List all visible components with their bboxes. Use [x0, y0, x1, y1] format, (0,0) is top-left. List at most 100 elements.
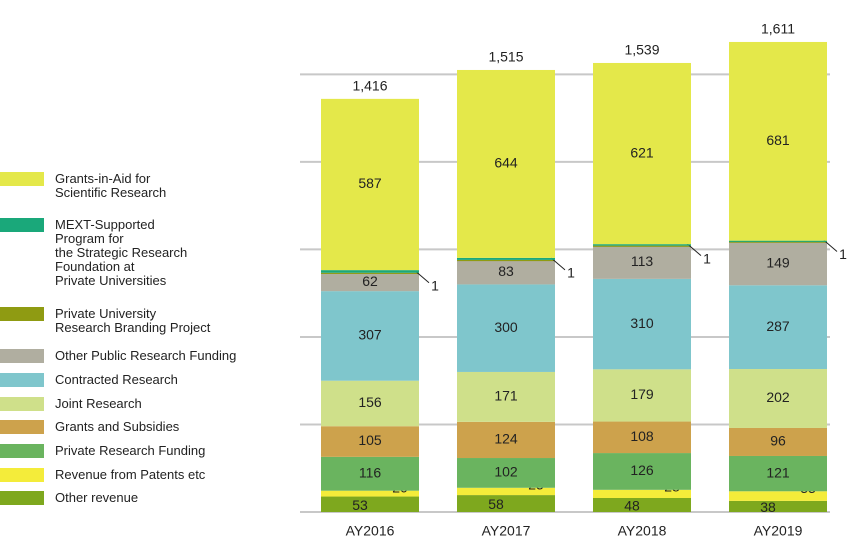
data-label: 681: [766, 132, 790, 148]
data-label: 156: [358, 394, 382, 410]
bar-segment: [457, 69, 555, 258]
data-label: 58: [488, 496, 504, 512]
data-label: 287: [766, 318, 790, 334]
bar-segment: [321, 273, 419, 292]
legend-swatch: [0, 373, 44, 387]
data-label: 179: [630, 386, 654, 402]
bar-segment: [457, 495, 555, 512]
bar-segment: [729, 285, 827, 370]
legend-swatch: [0, 444, 44, 458]
legend-item: Private Research Funding: [0, 444, 205, 458]
bar-segment: [729, 241, 827, 243]
bar-segment: [729, 500, 827, 512]
data-label: 300: [494, 319, 518, 335]
bar-segment: [593, 489, 691, 498]
bar-segment: [729, 41, 827, 241]
data-label: 53: [352, 497, 368, 513]
bar-segment: [729, 240, 827, 242]
data-label: 149: [766, 254, 790, 270]
legend-item: Other Public Research Funding: [0, 349, 236, 363]
data-label: 587: [358, 175, 382, 191]
bar-segment: [729, 369, 827, 428]
data-label: 113: [631, 253, 654, 269]
bar-segment: [321, 426, 419, 457]
legend-item: Joint Research: [0, 397, 142, 411]
total-label: 1,611: [761, 21, 795, 37]
data-label: 1: [703, 250, 711, 266]
data-label: 102: [494, 464, 518, 480]
bar-segment: [457, 259, 555, 262]
data-label: 1: [431, 277, 439, 293]
data-label: 307: [358, 327, 382, 343]
legend-item: Other revenue: [0, 491, 138, 505]
bar-segment: [457, 257, 555, 260]
bar-segment: [729, 491, 827, 501]
data-label: 202: [766, 389, 790, 405]
x-tick-label: AY2016: [346, 523, 395, 539]
bar-segment: [593, 497, 691, 512]
legend-swatch: [0, 420, 44, 434]
bar-segment: [321, 291, 419, 381]
legend-swatch: [0, 491, 44, 505]
data-label: 38: [760, 499, 776, 515]
bar-segment: [321, 98, 419, 271]
legend-item: Grants-in-Aid for Scientific Research: [0, 172, 166, 200]
data-label: 621: [630, 144, 654, 160]
data-label: 83: [498, 263, 514, 279]
data-label: 116: [359, 464, 382, 480]
legend-label: Grants and Subsidies: [55, 419, 180, 434]
x-tick-label: AY2017: [482, 523, 531, 539]
bar-segment: [729, 241, 827, 286]
legend-swatch: [0, 307, 44, 321]
bar-segment: [321, 270, 419, 273]
data-label: 108: [630, 428, 654, 444]
data-label: 171: [494, 388, 518, 404]
data-label: 62: [362, 273, 378, 289]
x-tick-label: AY2019: [754, 523, 803, 539]
bar-segment: [593, 369, 691, 422]
legend-label: Contracted Research: [55, 372, 178, 387]
data-label: 121: [766, 464, 790, 480]
bar-segment: [729, 427, 827, 456]
bar-segment: [593, 453, 691, 490]
legend-label: Grants-in-Aid for Scientific Research: [55, 171, 167, 200]
legend-swatch: [0, 172, 44, 186]
legend-label: Joint Research: [55, 396, 142, 411]
legend-item: Revenue from Patents etc: [0, 468, 205, 482]
data-label: 1: [839, 246, 847, 262]
data-label: 124: [494, 431, 518, 447]
bar-segment: [321, 380, 419, 427]
bar-segment: [457, 487, 555, 496]
legend-swatch: [0, 218, 44, 232]
legend-label: MEXT-Supported Program for the Strategic…: [55, 217, 188, 288]
bar-segment: [321, 490, 419, 497]
bar-segment: [729, 455, 827, 492]
legend-item: Contracted Research: [0, 373, 178, 387]
legend-label: Other Public Research Funding: [55, 348, 237, 363]
legend-label: Other revenue: [55, 490, 139, 505]
bar-segment: [593, 244, 691, 246]
bar-segment: [593, 245, 691, 279]
bar-segment: [593, 62, 691, 245]
data-label: 105: [358, 432, 382, 448]
bar-segment: [593, 421, 691, 454]
bar-segment: [321, 456, 419, 491]
data-label: 644: [494, 155, 518, 171]
bar-segment: [321, 496, 419, 512]
legend-item: Private University Research Branding Pro…: [0, 307, 210, 335]
data-label: 310: [630, 315, 654, 331]
legend-swatch: [0, 468, 44, 482]
total-label: 1,539: [624, 42, 659, 58]
legend-label: Private Research Funding: [55, 443, 206, 458]
bar-segment: [457, 458, 555, 488]
bar-segment: [593, 245, 691, 247]
legend-item: Grants and Subsidies: [0, 420, 179, 434]
bar-segment: [457, 260, 555, 285]
data-label: 48: [624, 498, 640, 514]
bar-segment: [457, 284, 555, 372]
data-label: 96: [770, 433, 786, 449]
legend-label: Private University Research Branding Pro…: [55, 306, 211, 335]
legend-item: MEXT-Supported Program for the Strategic…: [0, 218, 187, 288]
bar-segment: [321, 272, 419, 274]
